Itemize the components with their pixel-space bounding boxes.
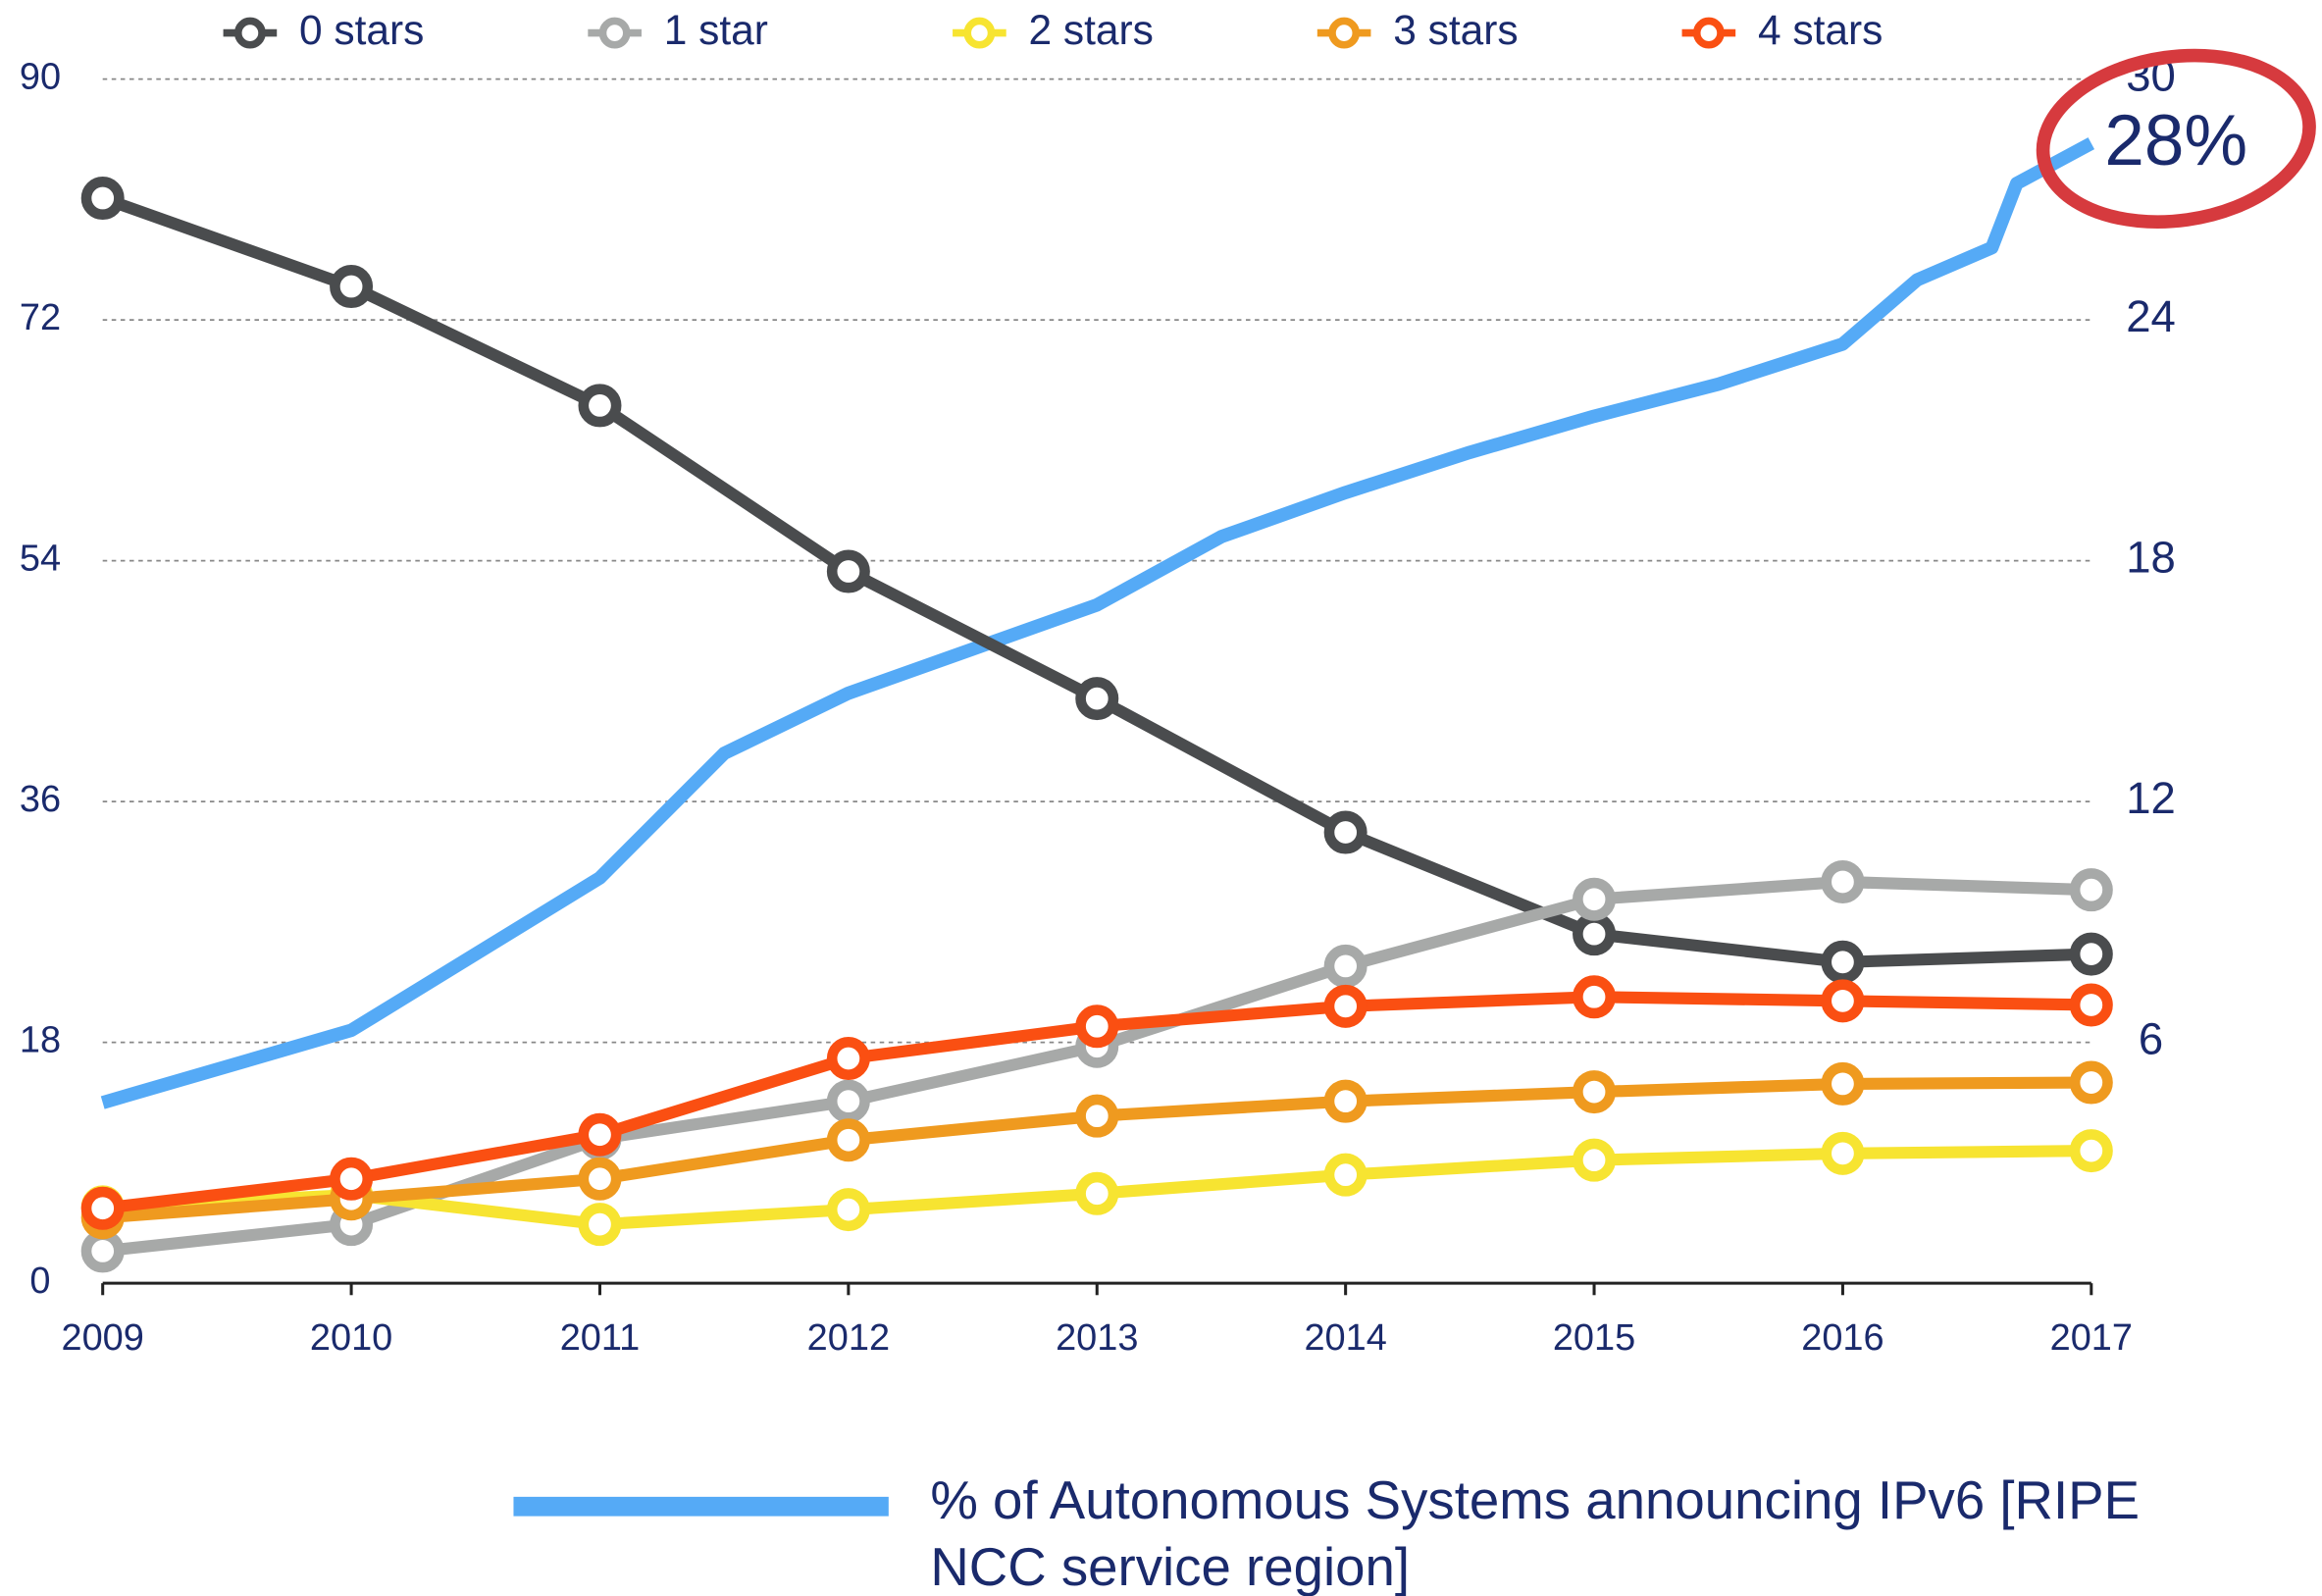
point — [1821, 1131, 1865, 1175]
point — [1323, 810, 1367, 854]
point — [1323, 984, 1367, 1028]
y2-tick-label: 18 — [2126, 533, 2176, 583]
point — [1075, 1094, 1119, 1138]
legend-label: 3 stars — [1393, 8, 1518, 54]
point — [578, 384, 622, 428]
legend-marker — [1328, 17, 1361, 49]
legend-label: 2 stars — [1028, 8, 1153, 54]
point — [1573, 912, 1617, 956]
x-tick-label: 2014 — [1304, 1317, 1386, 1359]
point — [1075, 1004, 1119, 1049]
highlight-circle — [2036, 48, 2316, 229]
series-line — [100, 192, 2092, 968]
y-tick-label: 36 — [20, 779, 61, 820]
point — [1821, 1061, 1865, 1106]
legend-label: 4 stars — [1758, 8, 1883, 54]
point — [578, 1157, 622, 1201]
x-tick-label: 2016 — [1801, 1317, 1883, 1359]
legend-marker — [598, 17, 631, 49]
legend-label: 0 stars — [299, 8, 424, 54]
point — [1573, 975, 1617, 1019]
point — [826, 1118, 870, 1162]
x-tick-label: 2011 — [560, 1317, 641, 1359]
legend-label: % of Autonomous Systems announcing IPv6 … — [930, 1468, 2141, 1596]
y-tick-label: 18 — [20, 1020, 61, 1061]
point — [578, 1112, 622, 1157]
point — [1573, 1138, 1617, 1182]
point — [80, 1186, 125, 1230]
y-tick-label: 54 — [20, 539, 61, 580]
x-tick-label: 2010 — [310, 1317, 392, 1359]
point — [2069, 868, 2113, 912]
point — [1323, 1079, 1367, 1123]
point — [1573, 877, 1617, 921]
legend-marker — [233, 17, 266, 49]
y-tick-label: 0 — [29, 1261, 50, 1302]
point — [826, 1079, 870, 1123]
x-tick-label: 2013 — [1056, 1317, 1138, 1359]
y-tick-label: 90 — [20, 57, 61, 98]
series-line — [100, 137, 2095, 1109]
point — [1821, 940, 1865, 984]
point — [1323, 944, 1367, 988]
point — [2069, 983, 2113, 1027]
x-tick-label: 2017 — [2050, 1317, 2133, 1359]
legend-marker — [1692, 17, 1725, 49]
point — [2069, 932, 2113, 976]
y-tick-label: 72 — [20, 297, 61, 338]
legend-entry: % of Autonomous Systems announcing IPv6 … — [930, 1468, 2141, 1596]
legend-label: 1 star — [664, 8, 768, 54]
annotation: 28% — [2104, 101, 2247, 180]
point — [1821, 859, 1865, 903]
point — [1075, 1171, 1119, 1215]
point — [80, 177, 125, 221]
y2-tick-label: 12 — [2126, 773, 2176, 823]
point — [826, 1037, 870, 1081]
point — [2069, 1129, 2113, 1173]
point — [2069, 1060, 2113, 1105]
point — [826, 549, 870, 593]
point — [578, 1203, 622, 1247]
x-tick-label: 2009 — [62, 1317, 144, 1359]
point — [826, 1188, 870, 1232]
legend-marker — [963, 17, 996, 49]
x-tick-label: 2015 — [1553, 1317, 1635, 1359]
point — [1573, 1070, 1617, 1114]
point — [330, 1157, 374, 1201]
point — [80, 1229, 125, 1273]
y2-tick-label: 24 — [2126, 291, 2176, 341]
y2-tick-label: 6 — [2139, 1014, 2163, 1064]
point — [1323, 1153, 1367, 1197]
point — [330, 265, 374, 309]
point — [1821, 979, 1865, 1023]
point — [1075, 677, 1119, 721]
x-tick-label: 2012 — [807, 1317, 890, 1359]
